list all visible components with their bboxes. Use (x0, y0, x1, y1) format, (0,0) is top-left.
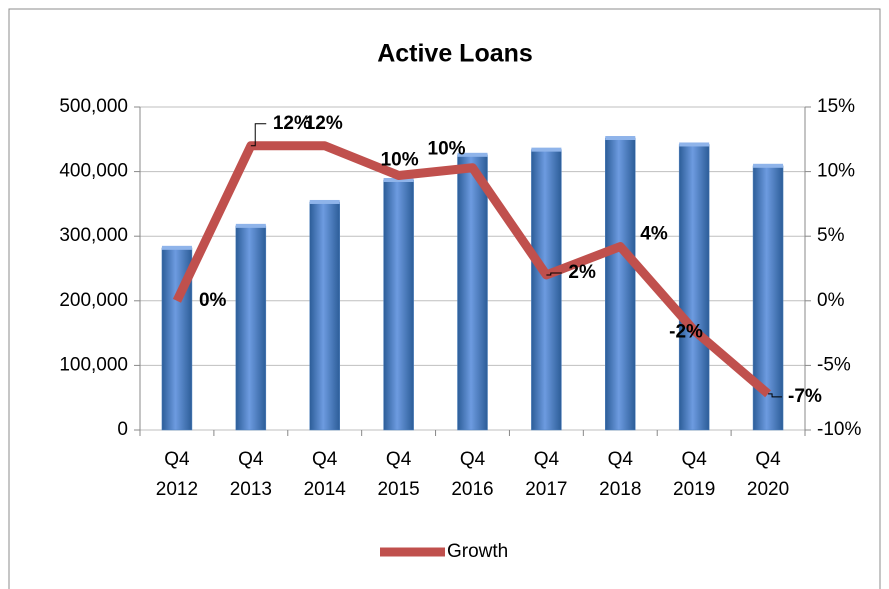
y-tick-label: 0 (117, 419, 128, 440)
x-tick-label: 2015 (377, 479, 419, 500)
data-label: 4% (640, 224, 668, 245)
leader-line (768, 393, 783, 398)
y-tick-label: 100,000 (59, 354, 128, 375)
data-label: 12% (273, 113, 311, 134)
data-label: 10% (381, 149, 419, 170)
x-tick-label: Q4 (238, 449, 264, 470)
x-tick-label: Q4 (164, 449, 190, 470)
x-tick-label: Q4 (608, 449, 634, 470)
y2-tick-label: -10% (817, 419, 861, 440)
y-tick-label: 200,000 (59, 290, 128, 311)
data-label: -2% (669, 322, 703, 343)
data-label: 10% (428, 139, 466, 160)
data-label: 12% (305, 113, 343, 134)
x-tick-label: 2017 (525, 479, 567, 500)
bar (605, 137, 636, 431)
bar-top (679, 142, 710, 147)
leader-line (546, 272, 562, 276)
y-tick-label: 300,000 (59, 225, 128, 246)
x-tick-label: 2019 (673, 479, 715, 500)
x-tick-label: 2012 (156, 479, 198, 500)
x-tick-label: Q4 (460, 449, 486, 470)
bar (383, 179, 414, 431)
bar (457, 154, 488, 431)
y2-tick-label: 15% (817, 96, 855, 117)
y2-tick-label: -5% (817, 354, 851, 375)
data-label: 2% (568, 262, 596, 283)
line (172, 141, 771, 398)
bar-top (235, 223, 266, 228)
data-label: -7% (788, 386, 822, 407)
leader-line (250, 123, 267, 147)
x-tick-label: Q4 (312, 449, 338, 470)
y2-tick-label: 10% (817, 161, 855, 182)
x-tick-label: Q4 (386, 449, 412, 470)
x-tick-label: Q4 (755, 449, 781, 470)
bar-top (531, 147, 562, 152)
legend-label: Growth (447, 541, 508, 562)
bar-top (161, 245, 192, 250)
bar (678, 144, 710, 431)
bar (235, 225, 267, 431)
bar-top (309, 199, 340, 204)
x-tick-label: Q4 (534, 449, 560, 470)
chart-title: Active Loans (377, 40, 533, 68)
y-tick-label: 500,000 (59, 96, 128, 117)
y2-tick-label: 0% (817, 290, 845, 311)
bar-top (457, 152, 488, 157)
data-label: 0% (199, 290, 227, 311)
bar-top (605, 136, 636, 141)
x-tick-label: 2018 (599, 479, 641, 500)
y2-tick-label: 5% (817, 225, 845, 246)
x-tick-label: 2014 (304, 479, 347, 500)
bar-top (753, 163, 784, 168)
chart-border (8, 8, 881, 589)
bar (309, 201, 340, 431)
x-tick-label: 2013 (230, 479, 272, 500)
bar (531, 149, 562, 431)
x-tick-label: 2020 (747, 479, 789, 500)
x-tick-label: Q4 (681, 449, 707, 470)
x-tick-label: 2016 (451, 479, 493, 500)
bar-top (383, 177, 414, 182)
y-tick-label: 400,000 (59, 161, 128, 182)
